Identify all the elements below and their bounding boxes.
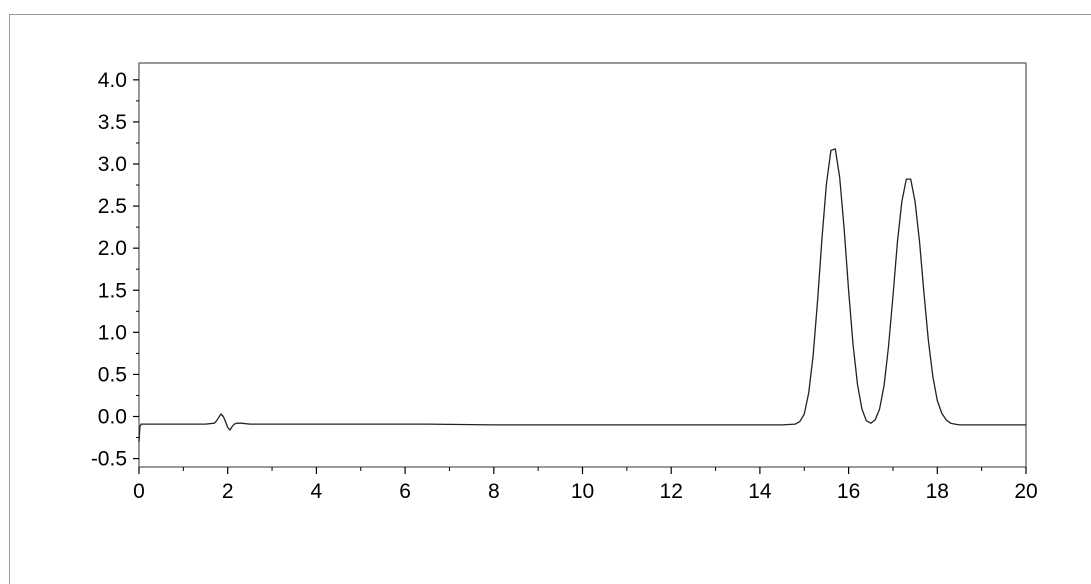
x-tick-label: 6 — [399, 480, 411, 503]
plot-area-border — [138, 62, 1027, 468]
x-tick-label: 14 — [748, 480, 772, 503]
x-tick-label: 2 — [222, 480, 234, 503]
y-tick-label: 0.5 — [98, 363, 127, 386]
x-tick-label: 12 — [660, 480, 683, 503]
x-tick-label: 18 — [926, 480, 949, 503]
y-tick-label: -0.5 — [91, 448, 127, 471]
series-layer — [138, 148, 1026, 442]
x-tick-label: 8 — [488, 480, 500, 503]
series-line-0 — [138, 148, 1026, 442]
chromatogram-chart: 0 2 4 6 8 10 12 14 16 18 20 -0.5 0.0 0.5 1.0 1.5 2.0 2.5… — [91, 62, 1038, 503]
x-tick-label: 20 — [1014, 480, 1037, 503]
x-axis: 0 2 4 6 8 10 12 14 16 18 20 — [133, 467, 1038, 503]
figure-frame — [9, 14, 1091, 584]
y-tick-label: 2.5 — [98, 195, 127, 218]
y-tick-label: 3.5 — [98, 111, 127, 134]
x-tick-label: 16 — [837, 480, 860, 503]
x-tick-label: 0 — [133, 480, 145, 503]
x-tick-label: 10 — [571, 480, 594, 503]
y-axis: -0.5 0.0 0.5 1.0 1.5 2.0 2.5 3.0 3.5 4.0 — [91, 69, 139, 471]
y-tick-label: 1.0 — [98, 321, 127, 344]
y-tick-label: 3.0 — [98, 153, 127, 176]
y-tick-label: 1.5 — [98, 279, 127, 302]
x-tick-label: 4 — [311, 480, 323, 503]
y-tick-label: 2.0 — [98, 237, 127, 260]
y-tick-label: 4.0 — [98, 69, 127, 92]
y-tick-label: 0.0 — [98, 406, 127, 429]
